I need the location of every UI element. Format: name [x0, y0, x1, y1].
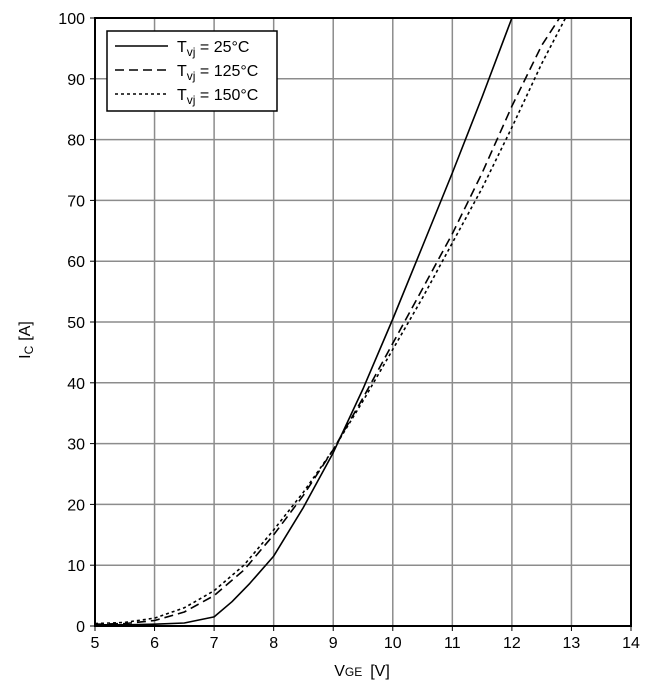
series-group [94, 17, 567, 626]
y-tick-label: 60 [67, 254, 85, 271]
series-line-3 [94, 17, 567, 625]
series-line-2 [94, 17, 561, 625]
y-tick-label: 90 [67, 72, 85, 89]
y-axis-label: IC [A] [17, 321, 36, 359]
x-axis-label-main: V [334, 663, 345, 680]
y-tick-label: 10 [67, 558, 85, 575]
legend: Tvj = 25°C Tvj = 125°C Tvj = 150°C [106, 30, 278, 112]
x-axis-label-unit: [V] [370, 663, 390, 680]
x-tick-label: 14 [622, 635, 640, 652]
x-axis-label: VGE [V] [334, 663, 390, 680]
legend-label-3: Tvj = 150°C [177, 87, 258, 107]
y-tick-label: 100 [58, 11, 85, 28]
y-tick-label: 80 [67, 133, 85, 150]
x-tick-label: 8 [269, 635, 278, 652]
x-tick-label: 5 [91, 635, 100, 652]
legend-box [106, 30, 278, 112]
x-tick-label: 13 [563, 635, 581, 652]
y-tick-label: 0 [76, 619, 85, 636]
y-tick-label: 40 [67, 376, 85, 393]
y-tick-label: 30 [67, 437, 85, 454]
legend-label-2: Tvj = 125°C [177, 63, 258, 83]
x-axis-label-sub: GE [345, 665, 362, 679]
x-tick-label: 12 [503, 635, 521, 652]
y-tick-label: 50 [67, 315, 85, 332]
legend-label-1: Tvj = 25°C [177, 39, 249, 59]
x-tick-label: 10 [384, 635, 402, 652]
y-axis-label-sub: C [22, 345, 36, 354]
x-tick-label: 6 [150, 635, 159, 652]
y-axis-label-main: I [17, 354, 34, 358]
x-tick-label: 11 [444, 635, 461, 652]
x-tick-label: 9 [329, 635, 338, 652]
tick-labels: 5 6 7 8 9 10 11 12 13 14 0 10 20 30 40 50 60 70 80 90 100 [58, 11, 640, 652]
y-tick-label: 70 [67, 193, 85, 210]
y-tick-label: 20 [67, 497, 85, 514]
y-axis-label-unit: [A] [17, 321, 34, 341]
x-tick-label: 7 [210, 635, 219, 652]
series-line-1 [95, 17, 513, 626]
